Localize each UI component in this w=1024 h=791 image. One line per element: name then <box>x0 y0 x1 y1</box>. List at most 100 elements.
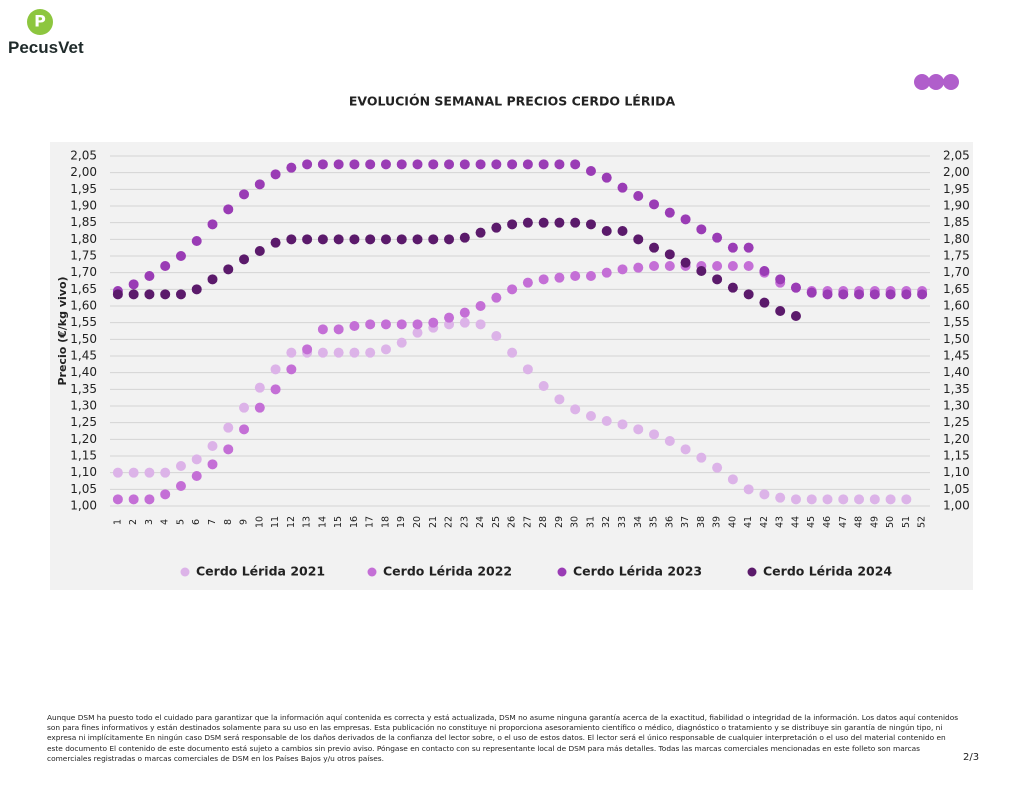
x-tick-label: 38 <box>696 516 707 528</box>
data-point <box>901 494 912 505</box>
data-point <box>743 289 754 300</box>
decor-dot <box>928 74 944 90</box>
data-point <box>475 319 486 330</box>
x-tick-label: 52 <box>917 516 928 528</box>
data-point <box>759 297 770 308</box>
x-tick-label: 8 <box>223 519 234 525</box>
chart-title: EVOLUCIÓN SEMANAL PRECIOS CERDO LÉRIDA <box>349 94 676 109</box>
data-point <box>522 277 533 288</box>
data-point <box>144 271 155 281</box>
y-tick-label: 1,30 <box>70 399 97 413</box>
data-point <box>649 242 660 253</box>
data-point <box>570 159 581 170</box>
x-tick-label: 35 <box>649 516 660 528</box>
data-point <box>554 394 565 405</box>
data-point <box>680 444 691 455</box>
data-point <box>507 219 518 230</box>
data-point <box>570 271 581 281</box>
x-tick-label: 46 <box>822 516 833 528</box>
y2-tick-label: 1,10 <box>943 465 970 479</box>
data-point <box>617 226 628 236</box>
data-point <box>207 459 218 470</box>
x-tick-label: 7 <box>207 519 218 525</box>
data-point <box>333 234 344 245</box>
data-point <box>302 159 313 170</box>
data-point <box>317 234 328 245</box>
legend-marker <box>180 567 190 577</box>
data-point <box>428 317 439 328</box>
x-tick-label: 41 <box>743 516 754 528</box>
data-point <box>239 402 250 413</box>
data-point <box>617 264 628 275</box>
data-point <box>538 274 549 285</box>
data-point <box>365 234 376 245</box>
y2-tick-label: 1,80 <box>943 232 970 246</box>
data-point <box>885 494 896 505</box>
data-point <box>743 242 754 253</box>
data-point <box>317 159 328 170</box>
data-point <box>459 159 470 170</box>
data-point <box>538 159 549 170</box>
y2-tick-label: 1,40 <box>943 365 970 379</box>
data-point <box>617 182 628 193</box>
y2-tick-label: 1,35 <box>943 382 970 396</box>
data-point <box>317 324 328 335</box>
data-point <box>475 159 486 170</box>
data-point <box>459 307 470 318</box>
data-point <box>444 234 455 245</box>
data-point <box>712 274 723 285</box>
data-point <box>649 199 660 210</box>
y2-tick-label: 1,15 <box>943 449 970 463</box>
data-point <box>601 172 612 183</box>
decor-dot <box>914 74 930 90</box>
data-point <box>191 236 202 246</box>
data-point <box>333 159 344 170</box>
logo-icon <box>27 9 53 35</box>
y-tick-label: 1,85 <box>70 215 97 229</box>
data-point <box>191 471 202 481</box>
data-point <box>491 222 502 233</box>
data-point <box>396 159 407 170</box>
disclaimer: Aunque DSM ha puesto todo el cuidado par… <box>47 713 959 763</box>
data-point <box>270 169 281 180</box>
data-point <box>538 381 549 391</box>
data-point <box>585 219 596 230</box>
x-tick-label: 20 <box>412 516 423 528</box>
y-tick-label: 2,05 <box>70 149 97 163</box>
data-point <box>664 207 675 218</box>
y-tick-label: 1,60 <box>70 299 97 313</box>
y-tick-label: 2,00 <box>70 165 97 179</box>
data-point <box>554 159 565 170</box>
data-point <box>349 321 360 331</box>
data-point <box>507 159 518 170</box>
data-point <box>570 404 581 415</box>
data-point <box>239 254 250 265</box>
data-point <box>254 382 265 393</box>
data-point <box>790 311 801 321</box>
x-tick-label: 51 <box>901 516 912 528</box>
data-point <box>144 494 155 505</box>
data-point <box>680 214 691 225</box>
legend-label: Cerdo Lérida 2023 <box>573 564 702 579</box>
data-point <box>885 289 896 300</box>
x-tick-label: 23 <box>459 516 470 528</box>
data-point <box>144 467 155 478</box>
data-point <box>239 424 250 435</box>
data-point <box>869 289 880 300</box>
data-point <box>491 159 502 170</box>
data-point <box>696 266 707 276</box>
data-point <box>601 416 612 426</box>
x-tick-label: 9 <box>239 519 250 525</box>
data-point <box>869 494 880 505</box>
data-point <box>727 242 738 253</box>
x-tick-label: 33 <box>617 516 628 528</box>
data-point <box>790 494 801 505</box>
data-point <box>570 217 581 228</box>
data-point <box>365 319 376 330</box>
data-point <box>412 319 423 330</box>
y2-tick-label: 1,25 <box>943 415 970 429</box>
x-tick-label: 43 <box>775 516 786 528</box>
y-tick-label: 1,20 <box>70 432 97 446</box>
x-tick-label: 28 <box>538 516 549 528</box>
x-tick-label: 12 <box>286 516 297 528</box>
